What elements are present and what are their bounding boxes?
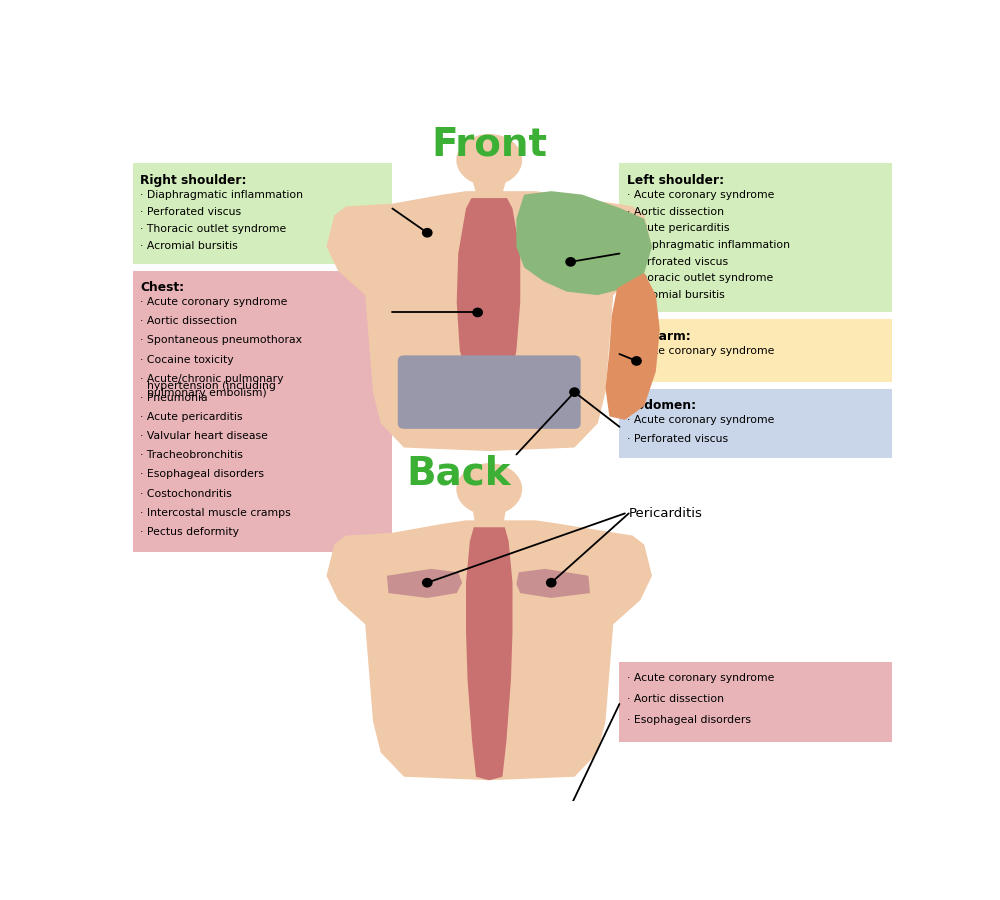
FancyBboxPatch shape — [619, 164, 892, 312]
Text: · Costochondritis: · Costochondritis — [140, 489, 232, 499]
Text: · Perforated viscus: · Perforated viscus — [140, 207, 242, 217]
Text: Left shoulder:: Left shoulder: — [627, 174, 724, 187]
Text: · Pectus deformity: · Pectus deformity — [140, 526, 240, 536]
Text: pulmonary embolism): pulmonary embolism) — [140, 388, 267, 399]
Text: · Intercostal muscle cramps: · Intercostal muscle cramps — [140, 508, 291, 518]
Text: Front: Front — [431, 125, 547, 163]
Polygon shape — [516, 191, 652, 295]
Text: Left arm:: Left arm: — [627, 329, 691, 343]
Text: · Aortic dissection: · Aortic dissection — [627, 206, 724, 217]
Text: Back: Back — [406, 454, 511, 492]
Text: · Acute coronary syndrome: · Acute coronary syndrome — [627, 673, 775, 683]
FancyBboxPatch shape — [619, 662, 892, 742]
Text: · Acromial bursitis: · Acromial bursitis — [140, 241, 238, 251]
Text: · Esophageal disorders: · Esophageal disorders — [627, 716, 751, 725]
Polygon shape — [606, 273, 660, 419]
Text: · Diaphragmatic inflammation: · Diaphragmatic inflammation — [627, 240, 790, 250]
Text: · Spontaneous pneumothorax: · Spontaneous pneumothorax — [140, 336, 302, 346]
Text: Abdomen:: Abdomen: — [627, 399, 697, 412]
Text: · Tracheobronchitis: · Tracheobronchitis — [140, 450, 243, 460]
Circle shape — [547, 579, 556, 587]
Text: · Acute coronary syndrome: · Acute coronary syndrome — [627, 415, 775, 425]
Text: · Esophageal disorders: · Esophageal disorders — [140, 470, 264, 480]
Polygon shape — [457, 198, 520, 374]
Text: · Diaphragmatic inflammation: · Diaphragmatic inflammation — [140, 190, 304, 200]
Circle shape — [423, 579, 432, 587]
Ellipse shape — [456, 134, 522, 186]
FancyBboxPatch shape — [133, 271, 392, 552]
Circle shape — [632, 356, 641, 365]
Circle shape — [423, 229, 432, 237]
Ellipse shape — [456, 464, 522, 515]
Text: · Acute coronary syndrome: · Acute coronary syndrome — [627, 190, 775, 200]
Text: · Thoracic outlet syndrome: · Thoracic outlet syndrome — [627, 274, 773, 284]
Text: · Acute coronary syndrome: · Acute coronary syndrome — [627, 346, 775, 356]
Polygon shape — [326, 520, 652, 780]
Polygon shape — [466, 527, 512, 780]
Polygon shape — [387, 569, 462, 598]
Text: Chest:: Chest: — [140, 281, 185, 294]
Text: · Acromial bursitis: · Acromial bursitis — [627, 290, 725, 301]
Text: · Thoracic outlet syndrome: · Thoracic outlet syndrome — [140, 224, 287, 234]
FancyBboxPatch shape — [133, 164, 392, 264]
Circle shape — [473, 309, 482, 317]
Text: · Aortic dissection: · Aortic dissection — [140, 316, 238, 327]
Text: · Perforated viscus: · Perforated viscus — [627, 434, 728, 444]
Polygon shape — [473, 511, 506, 531]
Text: · Acute/chronic pulmonary: · Acute/chronic pulmonary — [140, 374, 284, 383]
Text: hypertension (including: hypertension (including — [140, 381, 276, 391]
Text: Right shoulder:: Right shoulder: — [140, 174, 247, 187]
Text: · Cocaine toxicity: · Cocaine toxicity — [140, 355, 234, 365]
Circle shape — [566, 257, 575, 266]
Circle shape — [570, 388, 579, 396]
Text: Pericarditis: Pericarditis — [629, 507, 703, 520]
Text: · Valvular heart disease: · Valvular heart disease — [140, 431, 268, 441]
Text: · Pneumonia: · Pneumonia — [140, 393, 208, 403]
Polygon shape — [516, 569, 590, 598]
Text: · Acute coronary syndrome: · Acute coronary syndrome — [140, 297, 288, 307]
Polygon shape — [473, 182, 506, 200]
FancyBboxPatch shape — [619, 389, 892, 458]
Text: · Acute pericarditis: · Acute pericarditis — [627, 223, 730, 233]
Text: · Aortic dissection: · Aortic dissection — [627, 694, 724, 704]
Polygon shape — [326, 191, 652, 451]
FancyBboxPatch shape — [398, 356, 581, 429]
Text: · Perforated viscus: · Perforated viscus — [627, 256, 728, 266]
Text: · Acute pericarditis: · Acute pericarditis — [140, 412, 243, 422]
FancyBboxPatch shape — [619, 320, 892, 382]
